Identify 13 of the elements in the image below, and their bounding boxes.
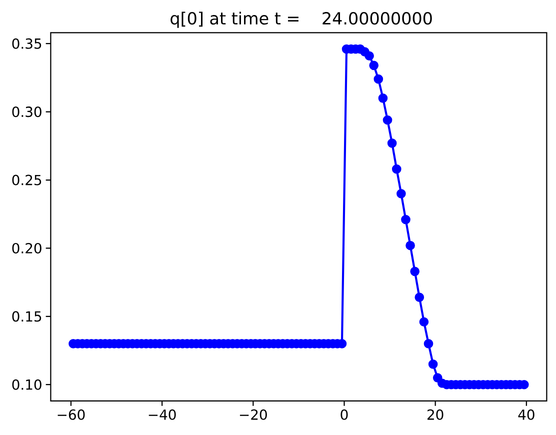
x-tick-label: −40 xyxy=(148,409,176,420)
y-tick-label: 0.20 xyxy=(12,242,42,254)
x-tick-label: 0 xyxy=(340,409,348,420)
x-tick-label: −60 xyxy=(58,409,85,420)
y-tick-label: 0.35 xyxy=(12,38,42,49)
x-tick-label: 40 xyxy=(518,409,534,420)
y-tick-label: 0.15 xyxy=(12,311,42,322)
y-tick-label: 0.25 xyxy=(12,174,42,186)
chart-title: q[0] at time t = 24.00000000 xyxy=(170,12,432,28)
x-tick-label: −20 xyxy=(240,409,267,420)
x-tick-label: 20 xyxy=(428,409,444,420)
y-tick-label: 0.30 xyxy=(12,106,42,118)
y-tick-label: 0.10 xyxy=(12,379,42,390)
